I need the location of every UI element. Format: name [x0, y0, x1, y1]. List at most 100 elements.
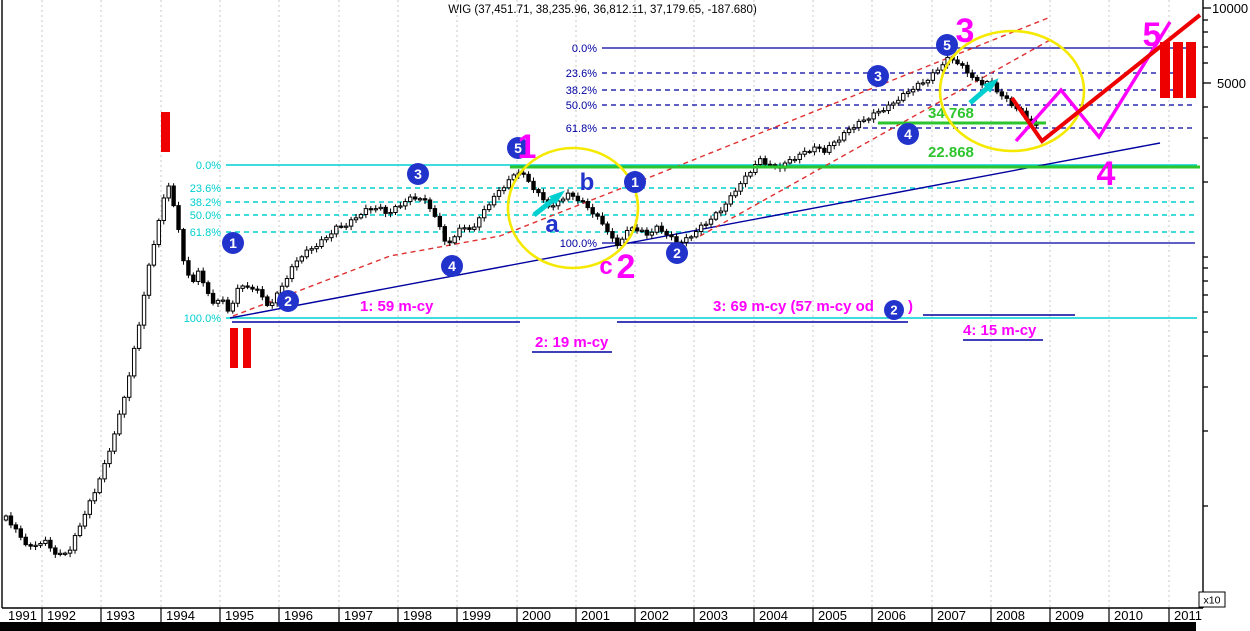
- candle: [427, 199, 433, 210]
- x-axis-year-label: 2000: [522, 608, 551, 623]
- fib-left-label: 100.0%: [184, 313, 222, 325]
- measure-label-suffix: ): [908, 298, 913, 315]
- candle: [979, 79, 985, 86]
- candle: [792, 158, 797, 162]
- candle: [314, 246, 319, 250]
- candle: [8, 515, 14, 526]
- candle: [728, 195, 733, 205]
- bottom-bar: [0, 622, 1196, 631]
- candle: [270, 302, 275, 306]
- candle: [521, 172, 526, 175]
- candle: [817, 146, 822, 149]
- candle: [615, 237, 620, 247]
- candle: [733, 190, 738, 197]
- candle: [378, 206, 383, 210]
- accel-support-dashed: [232, 17, 1049, 317]
- candle: [265, 296, 270, 306]
- candle: [191, 274, 196, 282]
- candle: [644, 229, 650, 236]
- candle: [822, 147, 827, 153]
- candle: [871, 112, 876, 120]
- wave-letter: b: [580, 169, 595, 196]
- candle: [506, 179, 512, 189]
- magenta-projection-zigzag: [1014, 21, 1172, 143]
- chart-title: WIG (37,451.71, 38,235.96, 36,812.11, 37…: [448, 4, 757, 16]
- x-axis-year-label: 1998: [403, 608, 432, 623]
- x-axis-year-label: 2006: [877, 608, 906, 623]
- cyan-arrow-head: [983, 78, 999, 93]
- candle: [181, 228, 186, 262]
- candle: [383, 206, 388, 214]
- candle: [284, 278, 290, 287]
- candle: [930, 72, 936, 81]
- y-axis-label: 10000: [1212, 1, 1248, 16]
- highlight-ellipse: [506, 146, 640, 270]
- x-axis-year-label: 2011: [1174, 608, 1202, 623]
- candle: [669, 234, 674, 238]
- candle: [3, 515, 9, 521]
- candle: [294, 260, 300, 268]
- x-axis-year-label: 2003: [699, 608, 728, 623]
- candle: [994, 82, 1000, 93]
- candle: [787, 159, 793, 164]
- x-axis-year-label: 2007: [937, 608, 966, 623]
- candle: [398, 205, 403, 208]
- axis-multiplier-box: [1198, 591, 1226, 608]
- candle: [965, 64, 970, 74]
- candle: [255, 288, 260, 291]
- candle: [846, 128, 852, 134]
- candle: [343, 225, 349, 228]
- candle: [146, 264, 152, 296]
- candle: [156, 219, 162, 246]
- candle: [659, 225, 664, 232]
- candle: [48, 539, 53, 549]
- candle: [654, 225, 659, 233]
- candle: [205, 282, 211, 294]
- candle: [501, 187, 507, 192]
- candle: [28, 544, 33, 547]
- candle: [319, 239, 324, 248]
- x-axis-year-label: 1999: [462, 608, 491, 623]
- candle: [196, 270, 201, 282]
- candle: [33, 544, 38, 547]
- candle: [201, 270, 206, 284]
- wave-circle-number: 4: [904, 126, 912, 142]
- candle: [482, 209, 487, 219]
- candle: [703, 223, 709, 226]
- fib-left-label: 23.6%: [190, 183, 221, 195]
- candle: [176, 205, 181, 230]
- candle: [250, 286, 255, 290]
- candle: [447, 240, 452, 244]
- candle: [38, 543, 43, 546]
- candle: [92, 492, 97, 502]
- candle: [437, 215, 443, 228]
- candle: [551, 205, 556, 208]
- candle: [77, 525, 83, 537]
- candle: [215, 299, 221, 304]
- wave-circle-number: 3: [874, 68, 882, 84]
- candle: [289, 266, 295, 280]
- wave-letter: c: [599, 253, 612, 280]
- x-axis-year-label: 1994: [166, 608, 195, 623]
- candle: [220, 299, 226, 302]
- fib-left-label: 38.2%: [190, 197, 221, 209]
- candle: [235, 287, 240, 304]
- x-axis-year-label: 1991: [8, 608, 37, 623]
- candle: [886, 104, 891, 112]
- candle: [166, 185, 171, 199]
- candle: [560, 198, 566, 202]
- candle: [112, 433, 117, 452]
- x-axis-year-label: 1996: [284, 608, 313, 623]
- candle: [87, 500, 93, 515]
- candle: [107, 450, 112, 465]
- candle: [403, 201, 408, 207]
- candle: [901, 93, 906, 101]
- candle: [477, 217, 482, 228]
- wave-circle: [277, 290, 299, 312]
- candle: [861, 119, 867, 122]
- candle: [136, 324, 142, 349]
- x-axis-year-label: 2004: [759, 608, 788, 623]
- candle: [358, 214, 364, 219]
